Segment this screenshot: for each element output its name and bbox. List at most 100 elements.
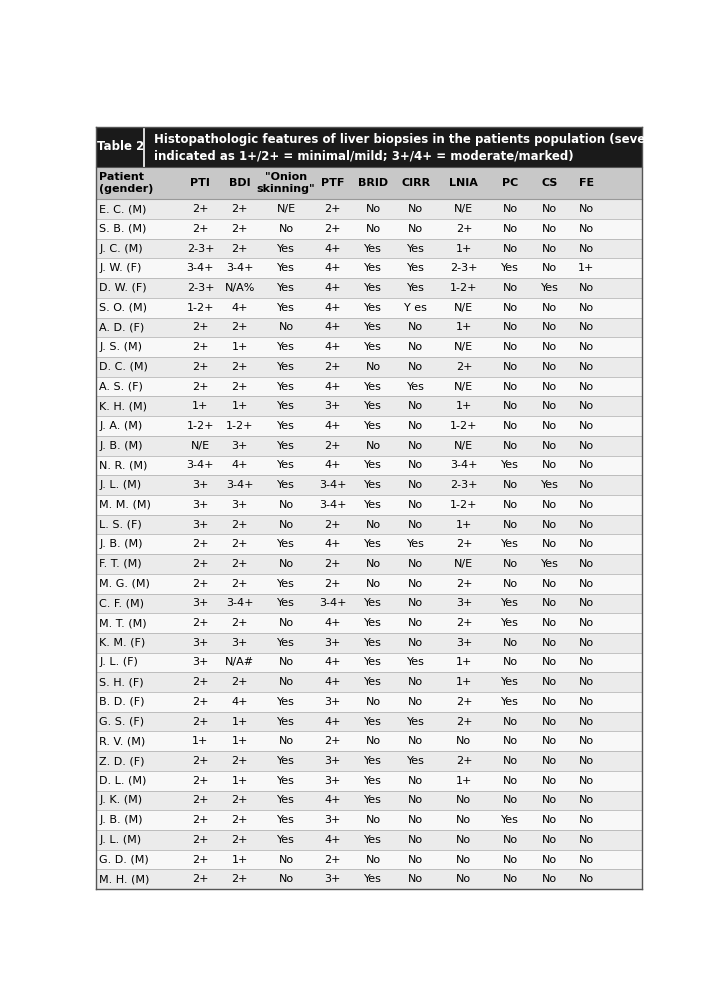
Text: Yes: Yes: [364, 539, 382, 549]
Text: 3+: 3+: [324, 638, 341, 648]
Text: No: No: [579, 776, 594, 786]
Text: 1-2+: 1-2+: [450, 500, 477, 510]
Text: 4+: 4+: [324, 461, 341, 471]
Text: 1-2+: 1-2+: [450, 421, 477, 431]
Text: No: No: [503, 243, 518, 254]
Text: D. L. (M): D. L. (M): [99, 776, 147, 786]
Bar: [96, 259, 642, 278]
Text: Yes: Yes: [364, 322, 382, 332]
Text: Patient
(gender): Patient (gender): [99, 172, 153, 194]
Text: M. M. (M): M. M. (M): [99, 500, 151, 510]
Text: 2+: 2+: [324, 441, 341, 451]
Text: No: No: [408, 223, 423, 233]
Text: 3+: 3+: [456, 599, 472, 609]
Bar: [96, 751, 642, 771]
Text: 2+: 2+: [231, 539, 248, 549]
Text: Yes: Yes: [407, 716, 425, 726]
Text: 4+: 4+: [324, 677, 341, 687]
Text: Yes: Yes: [277, 461, 295, 471]
Bar: [96, 219, 642, 238]
Text: No: No: [542, 322, 557, 332]
Text: S. B. (M): S. B. (M): [99, 223, 147, 233]
Text: N/E: N/E: [454, 204, 474, 214]
Text: 3-4+: 3-4+: [226, 264, 253, 274]
Text: No: No: [503, 480, 518, 490]
Text: No: No: [542, 461, 557, 471]
Text: Yes: Yes: [364, 776, 382, 786]
Text: D. C. (M): D. C. (M): [99, 362, 148, 372]
Text: No: No: [456, 874, 472, 884]
Text: 4+: 4+: [324, 421, 341, 431]
Bar: [96, 692, 642, 712]
Text: Yes: Yes: [407, 539, 425, 549]
Text: 3+: 3+: [324, 401, 341, 411]
Text: 1-2+: 1-2+: [186, 303, 214, 313]
Text: No: No: [408, 835, 423, 845]
Text: No: No: [542, 204, 557, 214]
Text: M. T. (M): M. T. (M): [99, 618, 147, 628]
Text: No: No: [503, 381, 518, 391]
Text: 2+: 2+: [231, 362, 248, 372]
Text: 2+: 2+: [192, 815, 209, 825]
Text: No: No: [408, 401, 423, 411]
Text: 3+: 3+: [324, 776, 341, 786]
Text: No: No: [279, 519, 294, 529]
Text: Yes: Yes: [364, 421, 382, 431]
Text: 2+: 2+: [324, 855, 341, 864]
Text: No: No: [408, 519, 423, 529]
Text: 3-4+: 3-4+: [319, 599, 346, 609]
Text: No: No: [579, 599, 594, 609]
Text: No: No: [408, 480, 423, 490]
Bar: [96, 594, 642, 614]
Text: 4+: 4+: [324, 303, 341, 313]
Text: No: No: [579, 638, 594, 648]
Text: 3+: 3+: [324, 757, 341, 766]
Text: No: No: [542, 303, 557, 313]
Text: 4+: 4+: [324, 835, 341, 845]
Text: 2+: 2+: [324, 362, 341, 372]
Text: 2+: 2+: [456, 223, 472, 233]
Text: 1+: 1+: [232, 342, 248, 352]
Text: Yes: Yes: [364, 716, 382, 726]
Text: No: No: [503, 578, 518, 589]
Text: No: No: [579, 578, 594, 589]
Text: No: No: [503, 776, 518, 786]
Bar: [96, 830, 642, 850]
Text: No: No: [456, 796, 472, 806]
Text: 4+: 4+: [231, 303, 248, 313]
Text: Yes: Yes: [277, 835, 295, 845]
Text: No: No: [503, 519, 518, 529]
Text: 3-4+: 3-4+: [226, 480, 253, 490]
Text: 2+: 2+: [231, 322, 248, 332]
Text: S. H. (F): S. H. (F): [99, 677, 144, 687]
Text: 2+: 2+: [456, 716, 472, 726]
Text: 1+: 1+: [456, 677, 472, 687]
Bar: [96, 869, 642, 889]
Text: No: No: [279, 736, 294, 746]
Text: No: No: [366, 362, 381, 372]
Text: 3+: 3+: [192, 658, 209, 668]
Text: Yes: Yes: [407, 283, 425, 293]
Text: 4+: 4+: [324, 342, 341, 352]
Text: PTF: PTF: [320, 178, 344, 188]
Text: 3-4+: 3-4+: [226, 599, 253, 609]
Text: Table 2: Table 2: [96, 141, 144, 153]
Text: Yes: Yes: [364, 480, 382, 490]
Bar: [96, 436, 642, 456]
Text: Yes: Yes: [501, 697, 519, 707]
Text: indicated as 1+/2+ = minimal/mild; 3+/4+ = moderate/marked): indicated as 1+/2+ = minimal/mild; 3+/4+…: [153, 149, 573, 162]
Text: No: No: [579, 559, 594, 569]
Bar: [96, 456, 642, 475]
Text: No: No: [279, 658, 294, 668]
Text: 4+: 4+: [324, 322, 341, 332]
Text: 2+: 2+: [231, 796, 248, 806]
Text: No: No: [503, 638, 518, 648]
Text: No: No: [408, 559, 423, 569]
Text: 2+: 2+: [192, 204, 209, 214]
Text: 1+: 1+: [232, 716, 248, 726]
Text: No: No: [456, 815, 472, 825]
Text: 3-4+: 3-4+: [319, 500, 346, 510]
Text: 1+: 1+: [232, 736, 248, 746]
Text: 2+: 2+: [192, 381, 209, 391]
Text: No: No: [579, 519, 594, 529]
